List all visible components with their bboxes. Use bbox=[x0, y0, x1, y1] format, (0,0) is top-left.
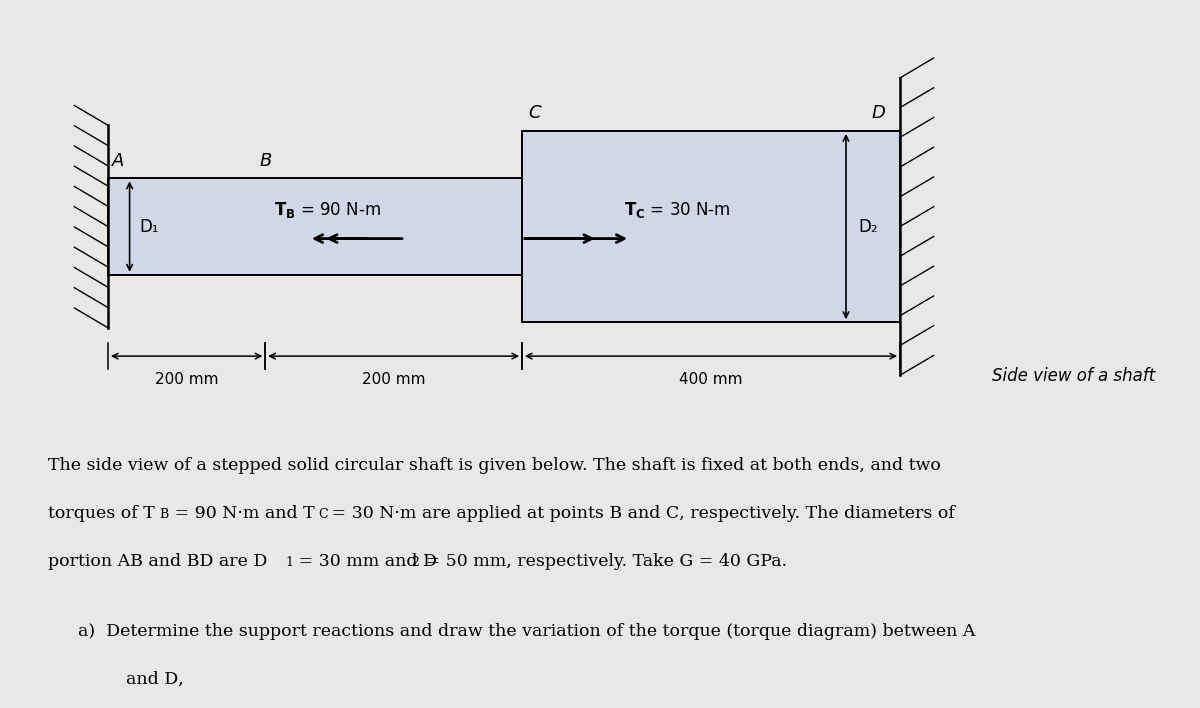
Text: The side view of a stepped solid circular shaft is given below. The shaft is fix: The side view of a stepped solid circula… bbox=[48, 457, 941, 474]
Text: torques of T: torques of T bbox=[48, 505, 155, 522]
Text: D₁: D₁ bbox=[139, 217, 158, 236]
Bar bbox=[522, 131, 900, 322]
Text: 200 mm: 200 mm bbox=[362, 372, 426, 387]
Text: = 30 N·m are applied at points ​B​ and ​C​, respectively. The diameters of: = 30 N·m are applied at points ​B​ and ​… bbox=[326, 505, 955, 522]
Text: = 90 N·m and T: = 90 N·m and T bbox=[169, 505, 314, 522]
Text: C: C bbox=[318, 508, 328, 521]
Text: C: C bbox=[528, 105, 541, 122]
Text: 1: 1 bbox=[286, 556, 294, 569]
Text: and ​D​,: and ​D​, bbox=[126, 671, 184, 688]
Text: 400 mm: 400 mm bbox=[679, 372, 743, 387]
Text: = 50 mm, respectively. Take G = 40 GPa.: = 50 mm, respectively. Take G = 40 GPa. bbox=[420, 553, 787, 570]
Text: A: A bbox=[112, 152, 124, 170]
Text: portion ​AB​ and ​BD​ are D: portion ​AB​ and ​BD​ are D bbox=[48, 553, 268, 570]
Text: a)  Determine the support reactions and draw the variation of the torque (torque: a) Determine the support reactions and d… bbox=[78, 623, 976, 640]
Text: Side view of a shaft: Side view of a shaft bbox=[992, 367, 1156, 384]
Text: 200 mm: 200 mm bbox=[155, 372, 218, 387]
Text: D: D bbox=[871, 105, 886, 122]
Bar bbox=[108, 178, 522, 275]
Text: D₂: D₂ bbox=[858, 217, 877, 236]
Text: 2: 2 bbox=[412, 556, 420, 569]
Text: $\mathbf{T_B}$ = 90 N-m: $\mathbf{T_B}$ = 90 N-m bbox=[274, 200, 380, 219]
Text: $\mathbf{T_C}$ = 30 N-m: $\mathbf{T_C}$ = 30 N-m bbox=[624, 200, 731, 219]
Text: B: B bbox=[259, 152, 271, 170]
Text: = 30 mm and D: = 30 mm and D bbox=[293, 553, 437, 570]
Text: B: B bbox=[160, 508, 169, 521]
